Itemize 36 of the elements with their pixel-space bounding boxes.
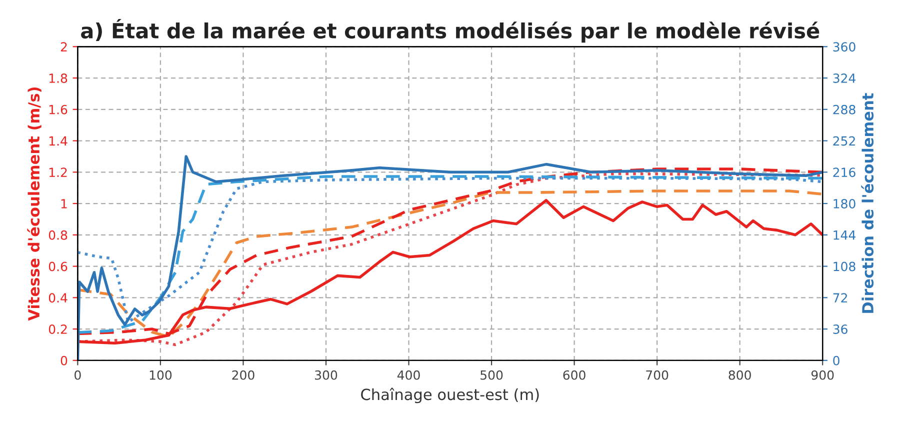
y-tick-label: 1.4 [49,136,68,146]
y-tick-label: 0.8 [48,230,68,240]
y-tick-label: 1.6 [49,104,68,114]
y-tick-label: 1 [61,199,67,208]
y2-tick-label: 72 [833,293,847,302]
x-tick-label: 300 [315,370,338,380]
x-tick-label: 0 [74,370,81,380]
y2-tick-label: 144 [834,230,856,240]
y2-tick-label: 288 [833,104,856,114]
x-tick-label: 200 [232,370,254,380]
y2-tick-label: 36 [833,324,848,334]
x-tick-label: 700 [646,370,668,380]
y2-axis-title: Direction de l'écoulement [861,93,874,313]
y2-tick-label: 180 [834,198,856,208]
y2-tick-label: 0 [833,356,840,366]
y-tick-label: 1.8 [49,73,68,83]
x-tick-label: 500 [480,370,503,380]
y-axis-title: Vitesse d'écoulement (m/s) [27,88,42,321]
y2-tick-label: 324 [833,73,856,83]
y-tick-label: 1.2 [49,168,67,177]
y-tick-label: 0.6 [48,262,68,272]
x-axis-title: Chaînage ouest-est (m) [361,388,539,404]
y2-tick-label: 252 [833,136,855,146]
y2-tick-label: 216 [833,168,856,178]
x-tick-label: 400 [397,370,420,380]
y2-tick-label: 108 [834,262,856,272]
y2-tick-label: 360 [833,42,856,52]
x-tick-label: 900 [811,370,834,380]
y-tick-label: 0.4 [48,293,68,303]
y-tick-label: 0 [60,356,68,366]
y-tick-label: 2 [60,42,67,52]
x-tick-label: 100 [150,370,172,380]
x-tick-label: 800 [728,370,751,380]
chart-title: a) État de la marée et courants modélisés par le modèle révisé [81,19,820,43]
y-tick-label: 0.2 [48,324,67,334]
x-tick-label: 600 [563,370,586,380]
